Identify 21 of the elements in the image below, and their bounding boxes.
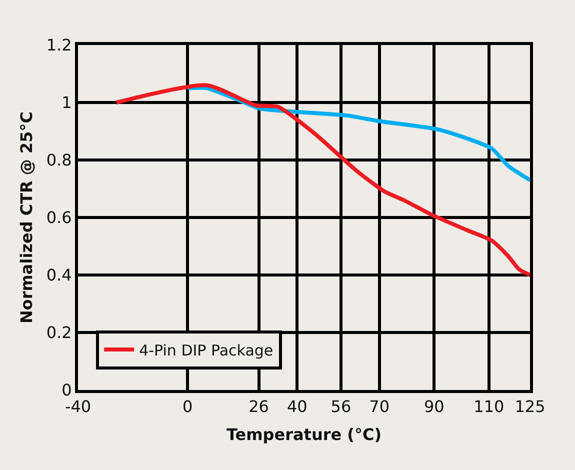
y-axis-title: Normalized CTR @ 25°C xyxy=(17,111,36,324)
x-tick-label: 56 xyxy=(330,397,352,416)
y-tick-label: 0.6 xyxy=(46,208,72,228)
x-tick-label: 110 xyxy=(474,397,504,416)
y-tick-label: 0.2 xyxy=(46,323,72,342)
x-tick-label: 90 xyxy=(424,397,444,416)
x-tick-label: 40 xyxy=(286,397,308,416)
line-series xyxy=(114,83,530,277)
y-tick-label: 1.2 xyxy=(46,36,72,55)
x-tick-label: 0 xyxy=(182,397,193,416)
y-tick-label: 0.8 xyxy=(46,150,72,170)
x-axis-title: Temperature (°C) xyxy=(226,424,382,444)
y-tick-label: 1 xyxy=(62,93,72,112)
legend-label: 4-Pin DIP Package xyxy=(139,341,274,360)
x-tick-label: -40 xyxy=(64,397,92,416)
y-tick-label: 0.4 xyxy=(46,266,72,285)
x-tick-label: 26 xyxy=(248,397,269,416)
x-tick-label: 125 xyxy=(514,397,546,416)
y-tick-label: 0 xyxy=(62,380,72,400)
x-tick-label: 70 xyxy=(369,397,390,416)
line-series xyxy=(186,86,530,182)
